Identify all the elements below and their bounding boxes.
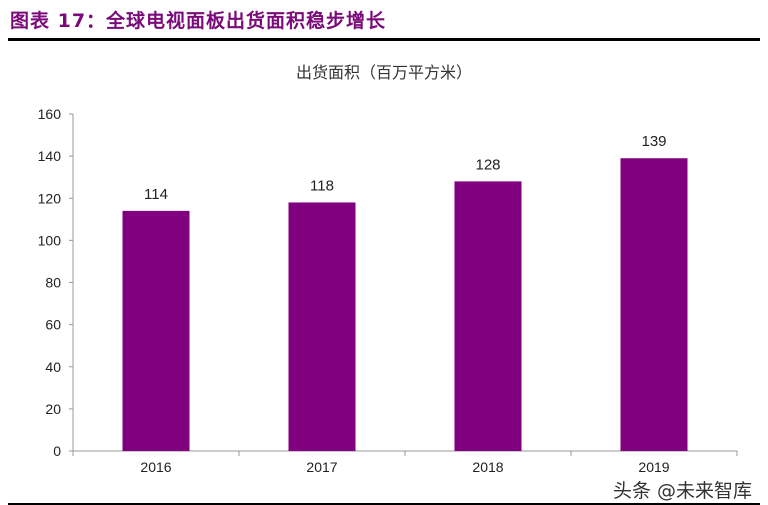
y-tick-label: 120 bbox=[38, 190, 62, 206]
data-label: 128 bbox=[475, 156, 500, 173]
y-tick-label: 40 bbox=[45, 359, 61, 375]
x-tick-label: 2017 bbox=[306, 459, 337, 475]
watermark: 头条 @未来智库 bbox=[613, 480, 753, 502]
figure-title: 图表 17：全球电视面板出货面积稳步增长 bbox=[10, 10, 387, 32]
y-tick-label: 0 bbox=[53, 443, 61, 459]
bar-2017 bbox=[288, 202, 356, 451]
y-tick-label: 160 bbox=[38, 106, 62, 122]
y-tick-label: 140 bbox=[38, 148, 62, 164]
x-tick-label: 2016 bbox=[140, 459, 171, 475]
bar-2019 bbox=[620, 158, 688, 451]
bar-2016 bbox=[122, 210, 190, 451]
data-label: 118 bbox=[310, 177, 334, 194]
bar-2018 bbox=[454, 181, 522, 451]
x-tick-label: 2018 bbox=[472, 459, 503, 475]
data-label: 114 bbox=[144, 186, 168, 203]
chart-title: 出货面积（百万平方米） bbox=[296, 63, 472, 82]
title-divider bbox=[8, 38, 760, 41]
y-tick-label: 80 bbox=[45, 275, 61, 291]
data-label: 139 bbox=[641, 133, 666, 150]
x-tick-label: 2019 bbox=[638, 459, 669, 475]
y-tick-label: 100 bbox=[38, 232, 62, 248]
y-tick-label: 20 bbox=[45, 401, 61, 417]
y-tick-label: 60 bbox=[45, 317, 61, 333]
bottom-divider bbox=[8, 503, 760, 505]
